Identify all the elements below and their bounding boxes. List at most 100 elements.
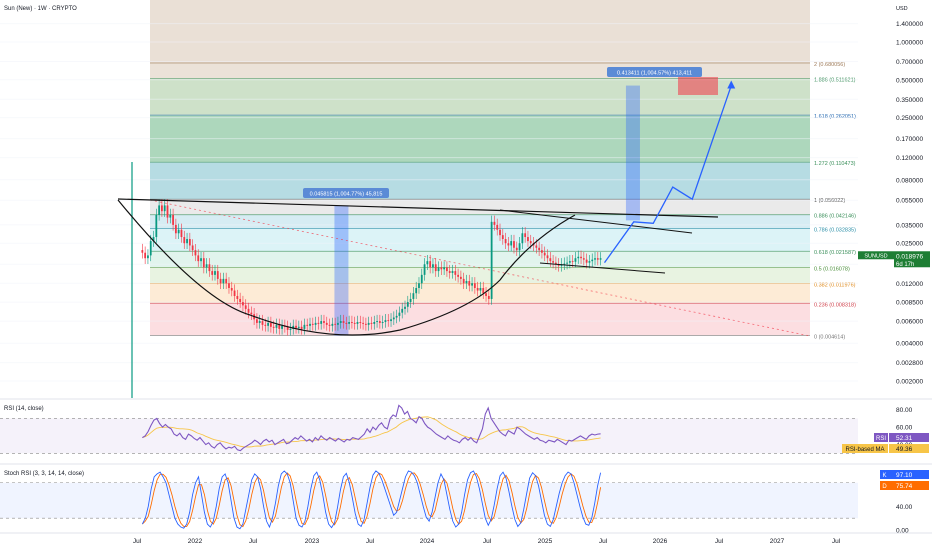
x-tick-label: Jul [483,538,492,545]
candle-body [242,302,244,306]
candle-body [275,324,278,328]
candle-body [364,323,367,325]
candle-body [172,214,174,225]
fib-band [150,162,810,200]
x-tick-label: Jul [249,538,258,545]
candle-body [147,255,149,259]
candle-body [482,288,485,294]
stoch-band [0,482,858,519]
candle-body [359,321,362,323]
candle-body [306,324,309,326]
y-tick-label: 0.500000 [896,77,923,84]
candle-body [409,298,412,303]
candle-body [515,247,518,251]
candle-body [141,250,144,253]
candle-body [158,205,161,215]
fib-level-label: 0.786 (0.032835) [814,227,856,233]
projection-path [603,85,732,264]
x-tick-label: Jul [715,538,724,545]
candle-body [174,224,177,234]
candle-body [281,325,283,329]
candle-body [485,293,487,297]
fib-level-label: 2 (0.680056) [814,62,845,68]
candle-body [574,258,577,262]
rsi-value-tag [889,433,929,442]
measure-label: 0.413411 (1,004.57%) 413,411 [617,71,692,77]
candle-body [247,308,250,313]
candle-body [250,312,253,315]
candle-body [303,324,306,329]
symbol-label: SUNUSD [864,253,887,259]
candle-body [499,229,501,236]
fib-level-label: 0.618 (0.021587) [814,250,856,256]
candle-body [233,290,236,297]
candle-body [404,306,406,309]
candle-body [244,305,247,309]
handle-lower-line [539,262,666,274]
fib-level-label: 0.5 (0.016078) [814,266,850,272]
candle-body [387,320,390,322]
candle-body [186,239,188,244]
candle-body [541,250,543,253]
candle-body [577,256,580,259]
candle-body [272,326,275,328]
candle-body [289,328,292,330]
candle-body [323,321,325,323]
y-tick-label: 0.055000 [896,198,923,205]
y-tick-label: 0.002800 [896,360,923,367]
candle-body [278,324,281,329]
fib-level-label: 1.618 (0.262051) [814,114,856,120]
stoch-d-value-tag [889,481,929,490]
candle-body [434,264,437,272]
stoch-d-value: 75.74 [896,483,913,490]
candle-body [205,264,208,268]
candle-body [479,288,482,291]
candle-body [188,239,191,246]
x-tick-label: Jul [366,538,375,545]
candle-body [473,283,476,289]
y-tick-label: 0.170000 [896,136,923,143]
candle-body [568,261,571,263]
stoch-k-value: 97.10 [896,472,913,479]
rsi-line [142,404,601,452]
candle-body [317,322,320,324]
stoch-k-value-tag [889,470,929,479]
candle-body [230,288,233,291]
y-tick-label: 1.400000 [896,21,923,28]
fib-level-label: 0.382 (0.011976) [814,282,856,288]
y-tick-label: 0.025000 [896,241,923,248]
candle-body [529,241,532,244]
x-tick-label: 2026 [653,538,668,545]
rsi-title: RSI (14, close) [4,406,44,412]
candle-body [459,276,462,279]
measure-label: 0.045815 (1,004.77%) 45,815 [310,192,383,198]
x-tick-label: Jul [832,538,841,545]
target-box [678,77,718,95]
fib-level-label: 0 (0.004614) [814,334,845,340]
candle-body [367,322,370,325]
candle-body [348,321,351,324]
candle-body [527,237,529,242]
fib-band [150,283,810,304]
candle-body [337,322,339,325]
y-tick-label: 0.120000 [896,155,923,162]
candle-body [468,281,471,286]
cup-curve [117,199,576,336]
candle-body [200,258,202,262]
projection-arrowhead [727,80,736,89]
rsi-tick-label: 60.00 [896,425,913,432]
candle-body [381,321,384,323]
handle-upper-line [499,209,693,234]
candle-body [214,271,216,275]
stoch-tick-label: 40.00 [896,504,913,511]
candle-body [236,296,239,299]
candle-body [297,326,300,328]
price-tag [894,251,930,268]
neckline [117,198,719,218]
candle-body [554,262,557,265]
candle-body [155,214,158,238]
candle-body [384,320,387,322]
fib-band [150,228,810,252]
candle-body [487,296,490,299]
